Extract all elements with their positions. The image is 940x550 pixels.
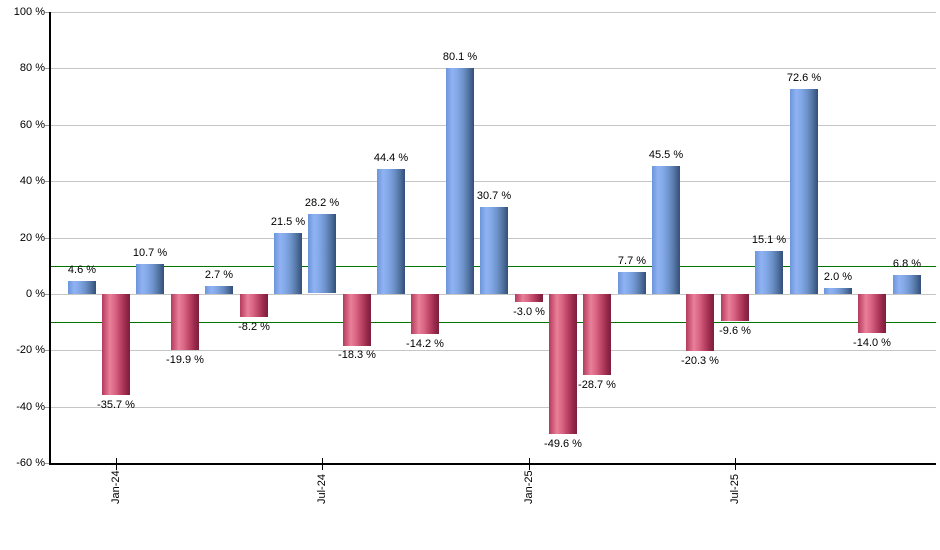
x-axis-tick-label: Jul-24 [316, 474, 328, 504]
y-axis-tick-mark [45, 294, 49, 295]
bar-positive [480, 207, 508, 294]
bar-value-label: -3.0 % [513, 306, 545, 318]
bar-value-label: 21.5 % [270, 216, 306, 228]
bar-negative [240, 294, 268, 317]
bar-value-label: 7.7 % [617, 255, 647, 267]
x-axis-tick-mark [322, 458, 323, 470]
bar-value-label: -14.0 % [853, 337, 891, 349]
bar-value-label: 2.0 % [823, 271, 853, 283]
bar-negative [102, 294, 130, 395]
bar-positive [755, 251, 783, 294]
y-axis-tick-mark [45, 68, 49, 69]
bar-value-label: 6.8 % [892, 258, 922, 270]
x-axis-tick-label: Jan-25 [523, 470, 535, 504]
bar-value-label: -19.9 % [166, 354, 204, 366]
bar-value-label: 10.7 % [132, 247, 168, 259]
x-axis-tick-mark [116, 458, 117, 470]
bar-negative [721, 294, 749, 321]
bar-positive [68, 281, 96, 294]
bar-value-label: 15.1 % [751, 234, 787, 246]
gridline--40 [49, 407, 936, 408]
x-axis-tick-label: Jan-24 [110, 470, 122, 504]
y-axis-tick-label: 60 % [19, 119, 45, 131]
bar-negative [343, 294, 371, 346]
bar-positive [136, 264, 164, 294]
bar-positive [893, 275, 921, 294]
bar-positive [790, 89, 818, 294]
y-axis-tick-mark [45, 12, 49, 13]
gridline-80 [49, 68, 936, 69]
bar-positive [205, 286, 233, 294]
bar-value-label: -49.6 % [544, 438, 582, 450]
y-axis-tick-label: 100 % [13, 6, 45, 18]
bar-positive [652, 166, 680, 294]
bar-value-label: -14.2 % [406, 338, 444, 350]
y-axis-tick-label: 0 % [26, 288, 45, 300]
reference-line--10 [49, 322, 936, 323]
y-axis-tick-mark [45, 125, 49, 126]
bar-negative [583, 294, 611, 375]
bar-value-label: 72.6 % [786, 72, 822, 84]
bar-value-label: -8.2 % [238, 321, 270, 333]
bar-value-label: 44.4 % [373, 152, 409, 164]
gridline--20 [49, 350, 936, 351]
bar-value-label: -35.7 % [97, 399, 135, 411]
bar-positive [274, 233, 302, 294]
y-axis-tick-mark [45, 238, 49, 239]
y-axis-tick-mark [45, 407, 49, 408]
bar-value-label: 28.2 % [304, 197, 340, 209]
gridline-60 [49, 125, 936, 126]
y-axis-tick-label: -40 % [16, 401, 45, 413]
bar-value-label: -9.6 % [719, 325, 751, 337]
bar-positive [824, 288, 852, 294]
bar-value-label: -28.7 % [578, 379, 616, 391]
y-axis-line [49, 12, 51, 465]
bar-negative [686, 294, 714, 351]
y-axis-tick-label: -20 % [16, 344, 45, 356]
x-axis-tick-mark [735, 458, 736, 470]
bar-negative [171, 294, 199, 350]
bar-negative [411, 294, 439, 334]
bar-value-label: 45.5 % [648, 149, 684, 161]
gridline-0 [49, 294, 936, 295]
bar-value-label: -18.3 % [338, 349, 376, 361]
bar-value-label: 4.6 % [67, 264, 97, 276]
y-axis-tick-label: 80 % [19, 62, 45, 74]
gridline-40 [49, 181, 936, 182]
y-axis-tick-mark [45, 181, 49, 182]
y-axis-tick-mark [45, 463, 49, 464]
bar-positive [308, 214, 336, 293]
bar-value-label: -20.3 % [681, 355, 719, 367]
bar-positive [618, 272, 646, 294]
bar-negative [549, 294, 577, 434]
bar-negative [858, 294, 886, 333]
y-axis-tick-mark [45, 350, 49, 351]
gridline-100 [49, 12, 936, 13]
bar-positive [377, 169, 405, 294]
x-axis-tick-label: Jul-25 [729, 474, 741, 504]
bar-value-label: 2.7 % [204, 269, 234, 281]
x-axis-tick-mark [529, 458, 530, 470]
bar-positive [446, 68, 474, 294]
x-axis-line [49, 463, 936, 465]
y-axis-tick-label: 20 % [19, 232, 45, 244]
bar-value-label: 80.1 % [442, 51, 478, 63]
y-axis-tick-label: 40 % [19, 175, 45, 187]
bar-negative [515, 294, 543, 302]
y-axis-tick-label: -60 % [16, 457, 45, 469]
bar-value-label: 30.7 % [476, 190, 512, 202]
